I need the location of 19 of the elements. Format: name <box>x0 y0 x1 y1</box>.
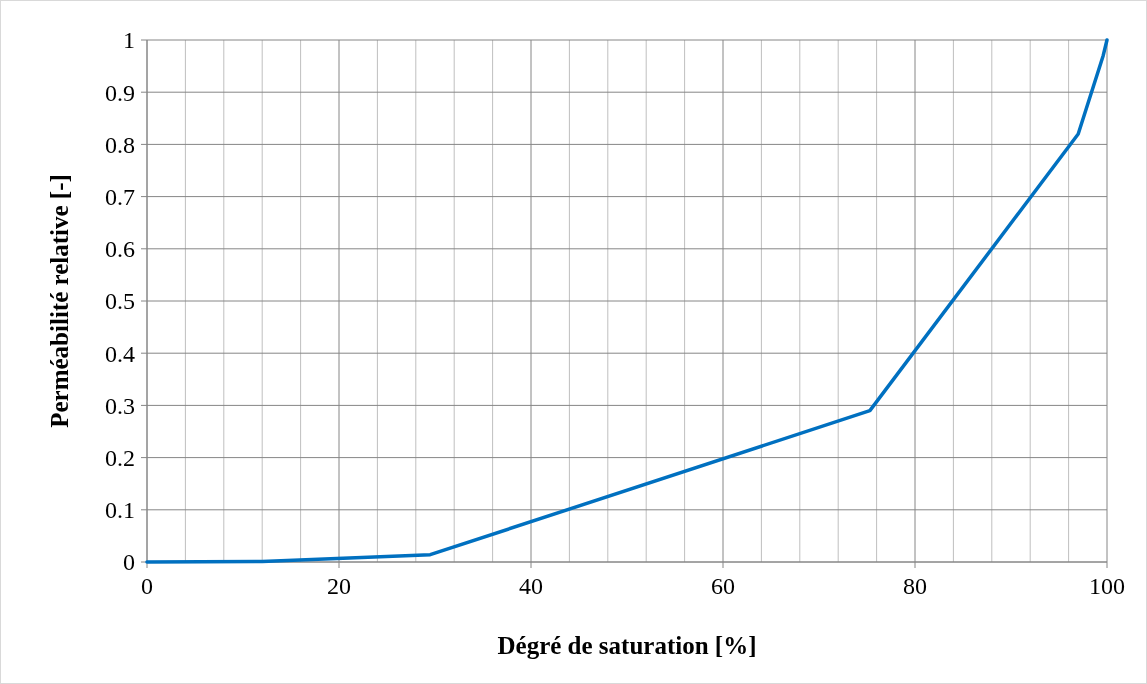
y-tick-label: 0.9 <box>105 79 135 106</box>
x-tick-label: 40 <box>519 573 543 599</box>
y-tick-label: 0.6 <box>105 236 135 263</box>
y-tick-label: 0.4 <box>105 340 135 367</box>
x-tick-label: 100 <box>1089 573 1125 599</box>
y-tick-label: 0.5 <box>105 288 135 315</box>
y-axis-title: Perméabilité relative [-] <box>46 174 73 428</box>
x-axis-title: Dégré de saturation [%] <box>497 632 757 659</box>
y-tick-label: 0 <box>123 549 135 576</box>
y-tick-label: 1 <box>123 27 135 54</box>
y-tick-label: 0.1 <box>105 497 135 524</box>
x-tick-label: 60 <box>711 573 735 599</box>
y-tick-label: 0.3 <box>105 392 135 419</box>
x-tick-label: 0 <box>141 573 153 599</box>
y-tick-label: 0.2 <box>105 445 135 471</box>
x-tick-label: 20 <box>327 573 351 599</box>
y-tick-label: 0.8 <box>105 131 135 158</box>
x-tick-label: 80 <box>903 573 927 599</box>
y-tick-label: 0.7 <box>105 184 135 210</box>
